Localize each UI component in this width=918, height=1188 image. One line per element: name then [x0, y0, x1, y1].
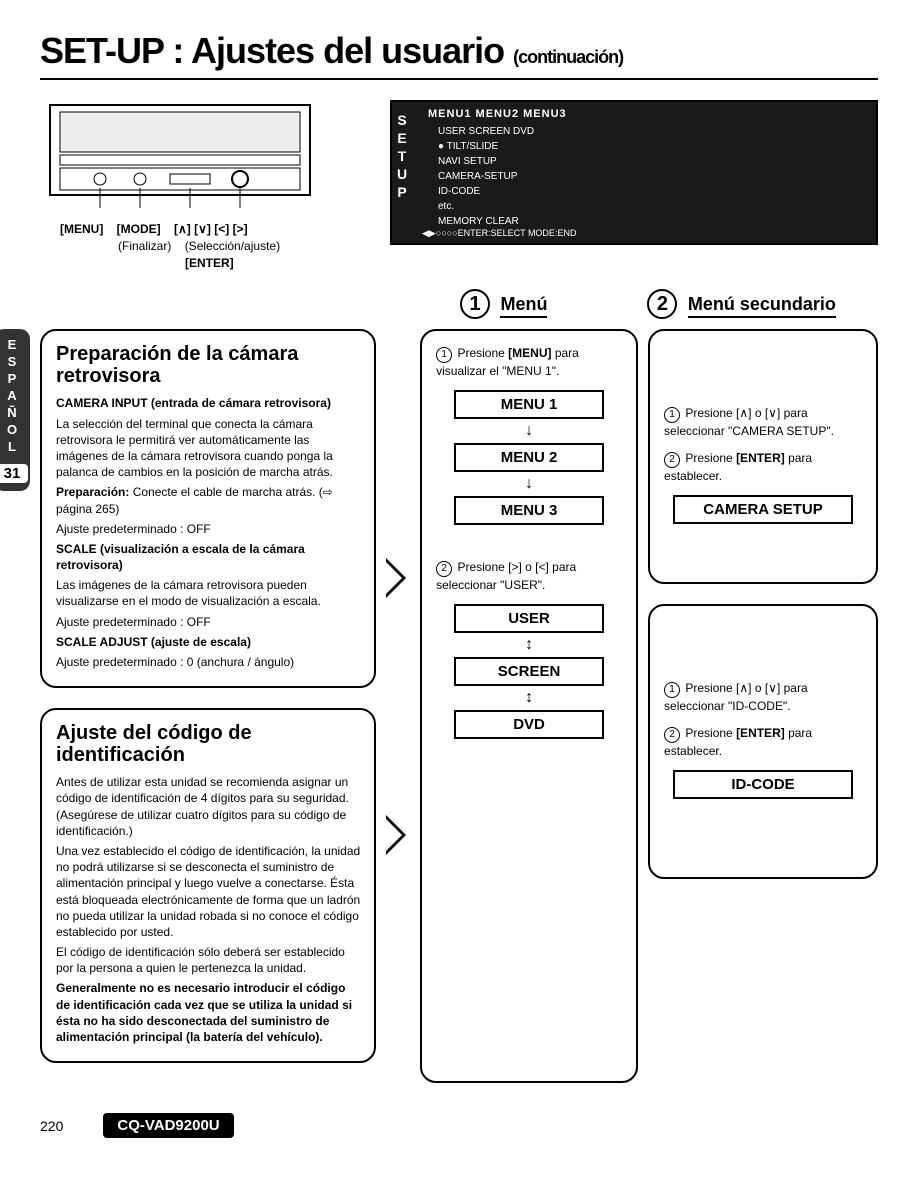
main-grid: ESPAÑOL 31 Preparación de la cámara retr…	[40, 329, 878, 1083]
screen-row1: USER SCREEN DVD	[438, 124, 870, 139]
screen-row3: NAVI SETUP	[438, 154, 870, 169]
page-footer: 220 CQ-VAD9200U	[40, 1113, 878, 1138]
camera-setup-box: 1 Presione [∧] o [∨] para seleccionar "C…	[648, 329, 878, 584]
box1-p3: Ajuste predeterminado : OFF	[56, 521, 360, 537]
box1-p6: Ajuste predeterminado : 0 (anchura / áng…	[56, 654, 360, 670]
right1-s2a: Presione	[685, 451, 736, 465]
arrow-right-icon	[386, 815, 406, 855]
arrow-col	[386, 329, 410, 1083]
btn-arrows-sub2: [ENTER]	[185, 256, 234, 270]
idcode-btn: ID-CODE	[673, 770, 853, 799]
substep-2-icon: 2	[664, 727, 680, 743]
step2-number: 2	[647, 289, 677, 319]
box1-p1: La selección del terminal que conecta la…	[56, 416, 360, 481]
mid-s1a: Presione	[457, 346, 508, 360]
screen-footer: ◀▶○○○○ENTER:SELECT MODE:END	[422, 228, 576, 239]
box2-p1: Antes de utilizar esta unidad se recomie…	[56, 774, 360, 839]
btn-mode-sub: (Finalizar)	[118, 239, 171, 253]
top-row: [MENU] [MODE] [∧] [∨] [<] [>] (Finalizar…	[40, 100, 878, 271]
right1-s2b: [ENTER]	[736, 451, 785, 465]
device-illustration: [MENU] [MODE] [∧] [∨] [<] [>] (Finalizar…	[40, 100, 360, 271]
screen-tabs: MENU1 MENU2 MENU3	[428, 108, 870, 120]
camera-setup-btn: CAMERA SETUP	[673, 495, 853, 524]
idcode-box: 1 Presione [∧] o [∨] para seleccionar "I…	[648, 604, 878, 879]
screen-illustration: SETUP MENU1 MENU2 MENU3 USER SCREEN DVD …	[390, 100, 878, 245]
screen-row7: MEMORY CLEAR	[438, 214, 870, 229]
arrow-right-icon	[386, 558, 406, 598]
step1-label: Menú	[500, 294, 547, 318]
updown-arrow-icon: ↕	[432, 690, 626, 706]
screen-row2: ● TILT/SLIDE	[438, 139, 870, 154]
page-number: 220	[40, 1118, 63, 1134]
title-cont: (continuación)	[513, 47, 623, 67]
idcode-info-box: Ajuste del código de identificación Ante…	[40, 708, 376, 1063]
right1-s1: Presione [∧] o [∨] para seleccionar "CAM…	[664, 406, 834, 438]
screen-row4: CAMERA-SETUP	[438, 169, 870, 184]
espanol-tab: ESPAÑOL 31	[0, 329, 30, 491]
substep-2-icon: 2	[664, 452, 680, 468]
box1-h2: SCALE (visualización a escala de la cáma…	[56, 541, 360, 573]
down-arrow-icon: ↓	[432, 423, 626, 439]
box2-p2: Una vez establecido el código de identif…	[56, 843, 360, 940]
right2-s2b: [ENTER]	[736, 726, 785, 740]
mid-s1b: [MENU]	[508, 346, 551, 360]
btn-arrows-label: [∧] [∨] [<] [>]	[174, 222, 248, 236]
step2-label: Menú secundario	[688, 294, 836, 318]
screen-vert-label: SETUP	[394, 112, 410, 202]
espanol-text: ESPAÑOL	[7, 337, 17, 453]
box1-p4: Las imágenes de la cámara retrovisora pu…	[56, 577, 360, 609]
mid-s2a: Presione [>] o [<] para seleccionar "USE…	[436, 560, 576, 592]
updown-arrow-icon: ↕	[432, 637, 626, 653]
steps-header: 1 Menú 2 Menú secundario	[460, 289, 878, 319]
screen-box: SCREEN	[454, 657, 604, 686]
box1-h3: SCALE ADJUST (ajuste de escala)	[56, 634, 360, 650]
camera-info-box: Preparación de la cámara retrovisora CAM…	[40, 329, 376, 688]
screen-row5: ID-CODE	[438, 184, 870, 199]
down-arrow-icon: ↓	[432, 476, 626, 492]
box1-p5: Ajuste predeterminado : OFF	[56, 614, 360, 630]
step1-number: 1	[460, 289, 490, 319]
box1-h1: CAMERA INPUT (entrada de cámara retrovis…	[56, 395, 360, 411]
menu3-box: MENU 3	[454, 496, 604, 525]
page-title: SET-UP : Ajustes del usuario (continuaci…	[40, 30, 878, 80]
menu1-box: MENU 1	[454, 390, 604, 419]
user-box: USER	[454, 604, 604, 633]
dvd-box: DVD	[454, 710, 604, 739]
model-badge: CQ-VAD9200U	[103, 1113, 233, 1138]
box2-p3: El código de identificación sólo deberá …	[56, 944, 360, 976]
btn-menu-label: [MENU]	[60, 222, 103, 236]
substep-1-icon: 1	[664, 407, 680, 423]
menu2-box: MENU 2	[454, 443, 604, 472]
box1-p2a: Preparación:	[56, 485, 129, 499]
menu-flow-box: 1 Presione [MENU] para visualizar el "ME…	[420, 329, 638, 1083]
btn-mode-label: [MODE]	[117, 222, 161, 236]
substep-1-icon: 1	[664, 682, 680, 698]
right2-s1: Presione [∧] o [∨] para seleccionar "ID-…	[664, 681, 808, 713]
substep-2-icon: 2	[436, 561, 452, 577]
btn-arrows-sub1: (Selección/ajuste)	[185, 239, 280, 253]
box2-p4: Generalmente no es necesario introducir …	[56, 981, 352, 1044]
device-svg	[40, 100, 320, 210]
screen-row6: etc.	[438, 199, 870, 214]
right2-s2a: Presione	[685, 726, 736, 740]
box1-title: Preparación de la cámara retrovisora	[56, 343, 360, 387]
box2-title: Ajuste del código de identificación	[56, 722, 360, 766]
espanol-num: 31	[0, 464, 28, 484]
title-main: SET-UP : Ajustes del usuario	[40, 30, 504, 71]
substep-1-icon: 1	[436, 347, 452, 363]
